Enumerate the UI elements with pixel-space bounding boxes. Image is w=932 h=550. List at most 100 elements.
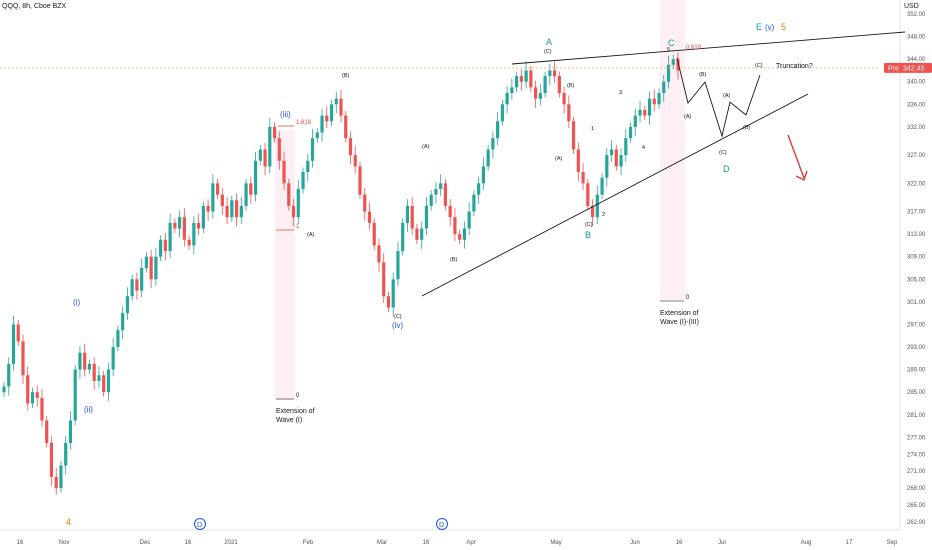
candle-body: [481, 166, 485, 184]
candle-body: [534, 87, 538, 99]
candle-body: [676, 59, 680, 71]
note-extension-wave-1-3-line2: Wave (I)-(III): [660, 319, 699, 326]
candle-body: [130, 279, 134, 297]
candle-body: [249, 183, 253, 195]
candle-body: [529, 70, 533, 88]
candle-body: [320, 115, 324, 133]
candle-body: [671, 59, 675, 65]
wave-label-B: B: [585, 230, 591, 240]
candle-body: [230, 200, 234, 218]
candle-body: [557, 76, 561, 94]
candle-body: [26, 375, 30, 404]
price-tick-label: 336.00: [907, 102, 926, 108]
candle-body: [562, 93, 566, 105]
candle-body: [173, 222, 177, 229]
candle-body: [282, 160, 286, 184]
note-extension-wave-1-line1: Extension of: [276, 408, 315, 415]
candle-body: [220, 194, 224, 206]
abc-label: (C): [544, 49, 552, 55]
candle-body: [647, 98, 652, 116]
currency-label: USD: [904, 3, 919, 10]
candle-body: [87, 363, 92, 370]
candle-body: [325, 115, 329, 122]
candle-body: [491, 138, 495, 150]
price-axis: 262.00 265.00 268.00 271.00 274.00 277.00 281.…: [907, 12, 926, 526]
price-tick-label: 309.00: [907, 255, 926, 261]
candle-body: [420, 228, 424, 240]
candle-body: [458, 234, 462, 240]
candle-body: [154, 256, 158, 280]
current-price-badge: [884, 62, 932, 73]
abc-label: (A): [307, 232, 315, 238]
wave-label-C: C: [668, 38, 675, 48]
time-marker-D-2: [436, 518, 448, 530]
candle-body: [472, 194, 476, 212]
fib-1-label: 1: [296, 224, 300, 230]
candle-body: [510, 87, 514, 94]
candle-body: [543, 76, 547, 94]
candle-body: [16, 324, 20, 342]
candle-body: [515, 76, 519, 88]
chart-symbol-header: QQQ, 8h, Cboe BZX: [2, 3, 67, 10]
candle-body: [657, 93, 661, 105]
candle-body: [111, 347, 115, 370]
candle-body: [619, 155, 623, 167]
candle-body: [372, 222, 376, 246]
candle-body: [576, 149, 580, 173]
candle-body: [301, 172, 305, 189]
candle-body: [258, 149, 262, 161]
candle-body: [7, 363, 11, 387]
fib-0-label: 0: [296, 393, 300, 399]
candle-body: [609, 149, 614, 156]
candle-body: [600, 177, 604, 195]
projection-path: [676, 57, 761, 138]
price-tick-label: 313.00: [907, 232, 926, 238]
bearish-arrow-head: [795, 170, 808, 181]
abc-label: (A): [723, 93, 731, 99]
time-marker-D-1: [194, 518, 206, 530]
candle-body: [263, 149, 267, 167]
candle-body: [429, 194, 433, 206]
candle-body: [424, 205, 429, 229]
price-tick-label: 327.00: [907, 153, 926, 159]
candle-body: [524, 70, 528, 82]
time-tick-label: 16: [676, 540, 683, 546]
candle-body: [628, 126, 633, 139]
candle-body: [391, 279, 395, 308]
note-extension-wave-1-3-line1: Extension of: [660, 310, 699, 317]
candle-body: [234, 200, 239, 218]
wave-label-ii: (ii): [84, 405, 93, 414]
candle-body: [344, 115, 348, 139]
candle-body: [144, 256, 148, 268]
time-tick-label: 17: [846, 540, 853, 546]
candle-body: [519, 76, 523, 82]
time-axis: 16 Nov Dec 16 2021 Feb Mar 16 Apr May Jun 16 Jul Aug 1…: [17, 540, 898, 546]
candle-body: [2, 386, 6, 393]
time-tick-label: Dec: [140, 540, 151, 546]
candle-body: [462, 228, 467, 240]
price-tick-label: 271.00: [907, 469, 926, 475]
price-tick-label: 297.00: [907, 322, 926, 328]
abc-label: (A): [684, 114, 692, 120]
candle-body: [92, 363, 96, 381]
candle-body: [121, 313, 125, 331]
abc-label: (C): [394, 314, 402, 320]
time-tick-label: Nov: [59, 540, 70, 546]
price-badge-prefix: Pre: [888, 65, 899, 72]
candle-body: [272, 126, 277, 139]
abc-label: (B): [567, 83, 575, 89]
candle-body: [187, 239, 191, 246]
price-tick-label: 285.00: [907, 390, 926, 396]
candle-body: [45, 420, 49, 443]
candle-body: [666, 64, 671, 82]
candle-body: [595, 194, 599, 218]
candle-body: [614, 149, 618, 167]
candle-body: [11, 324, 16, 364]
candle-body: [78, 352, 82, 370]
candle-body: [215, 183, 220, 195]
candle-body: [125, 296, 130, 314]
candle-body: [605, 155, 609, 178]
candle-body: [40, 397, 44, 421]
candle-body: [500, 104, 504, 122]
